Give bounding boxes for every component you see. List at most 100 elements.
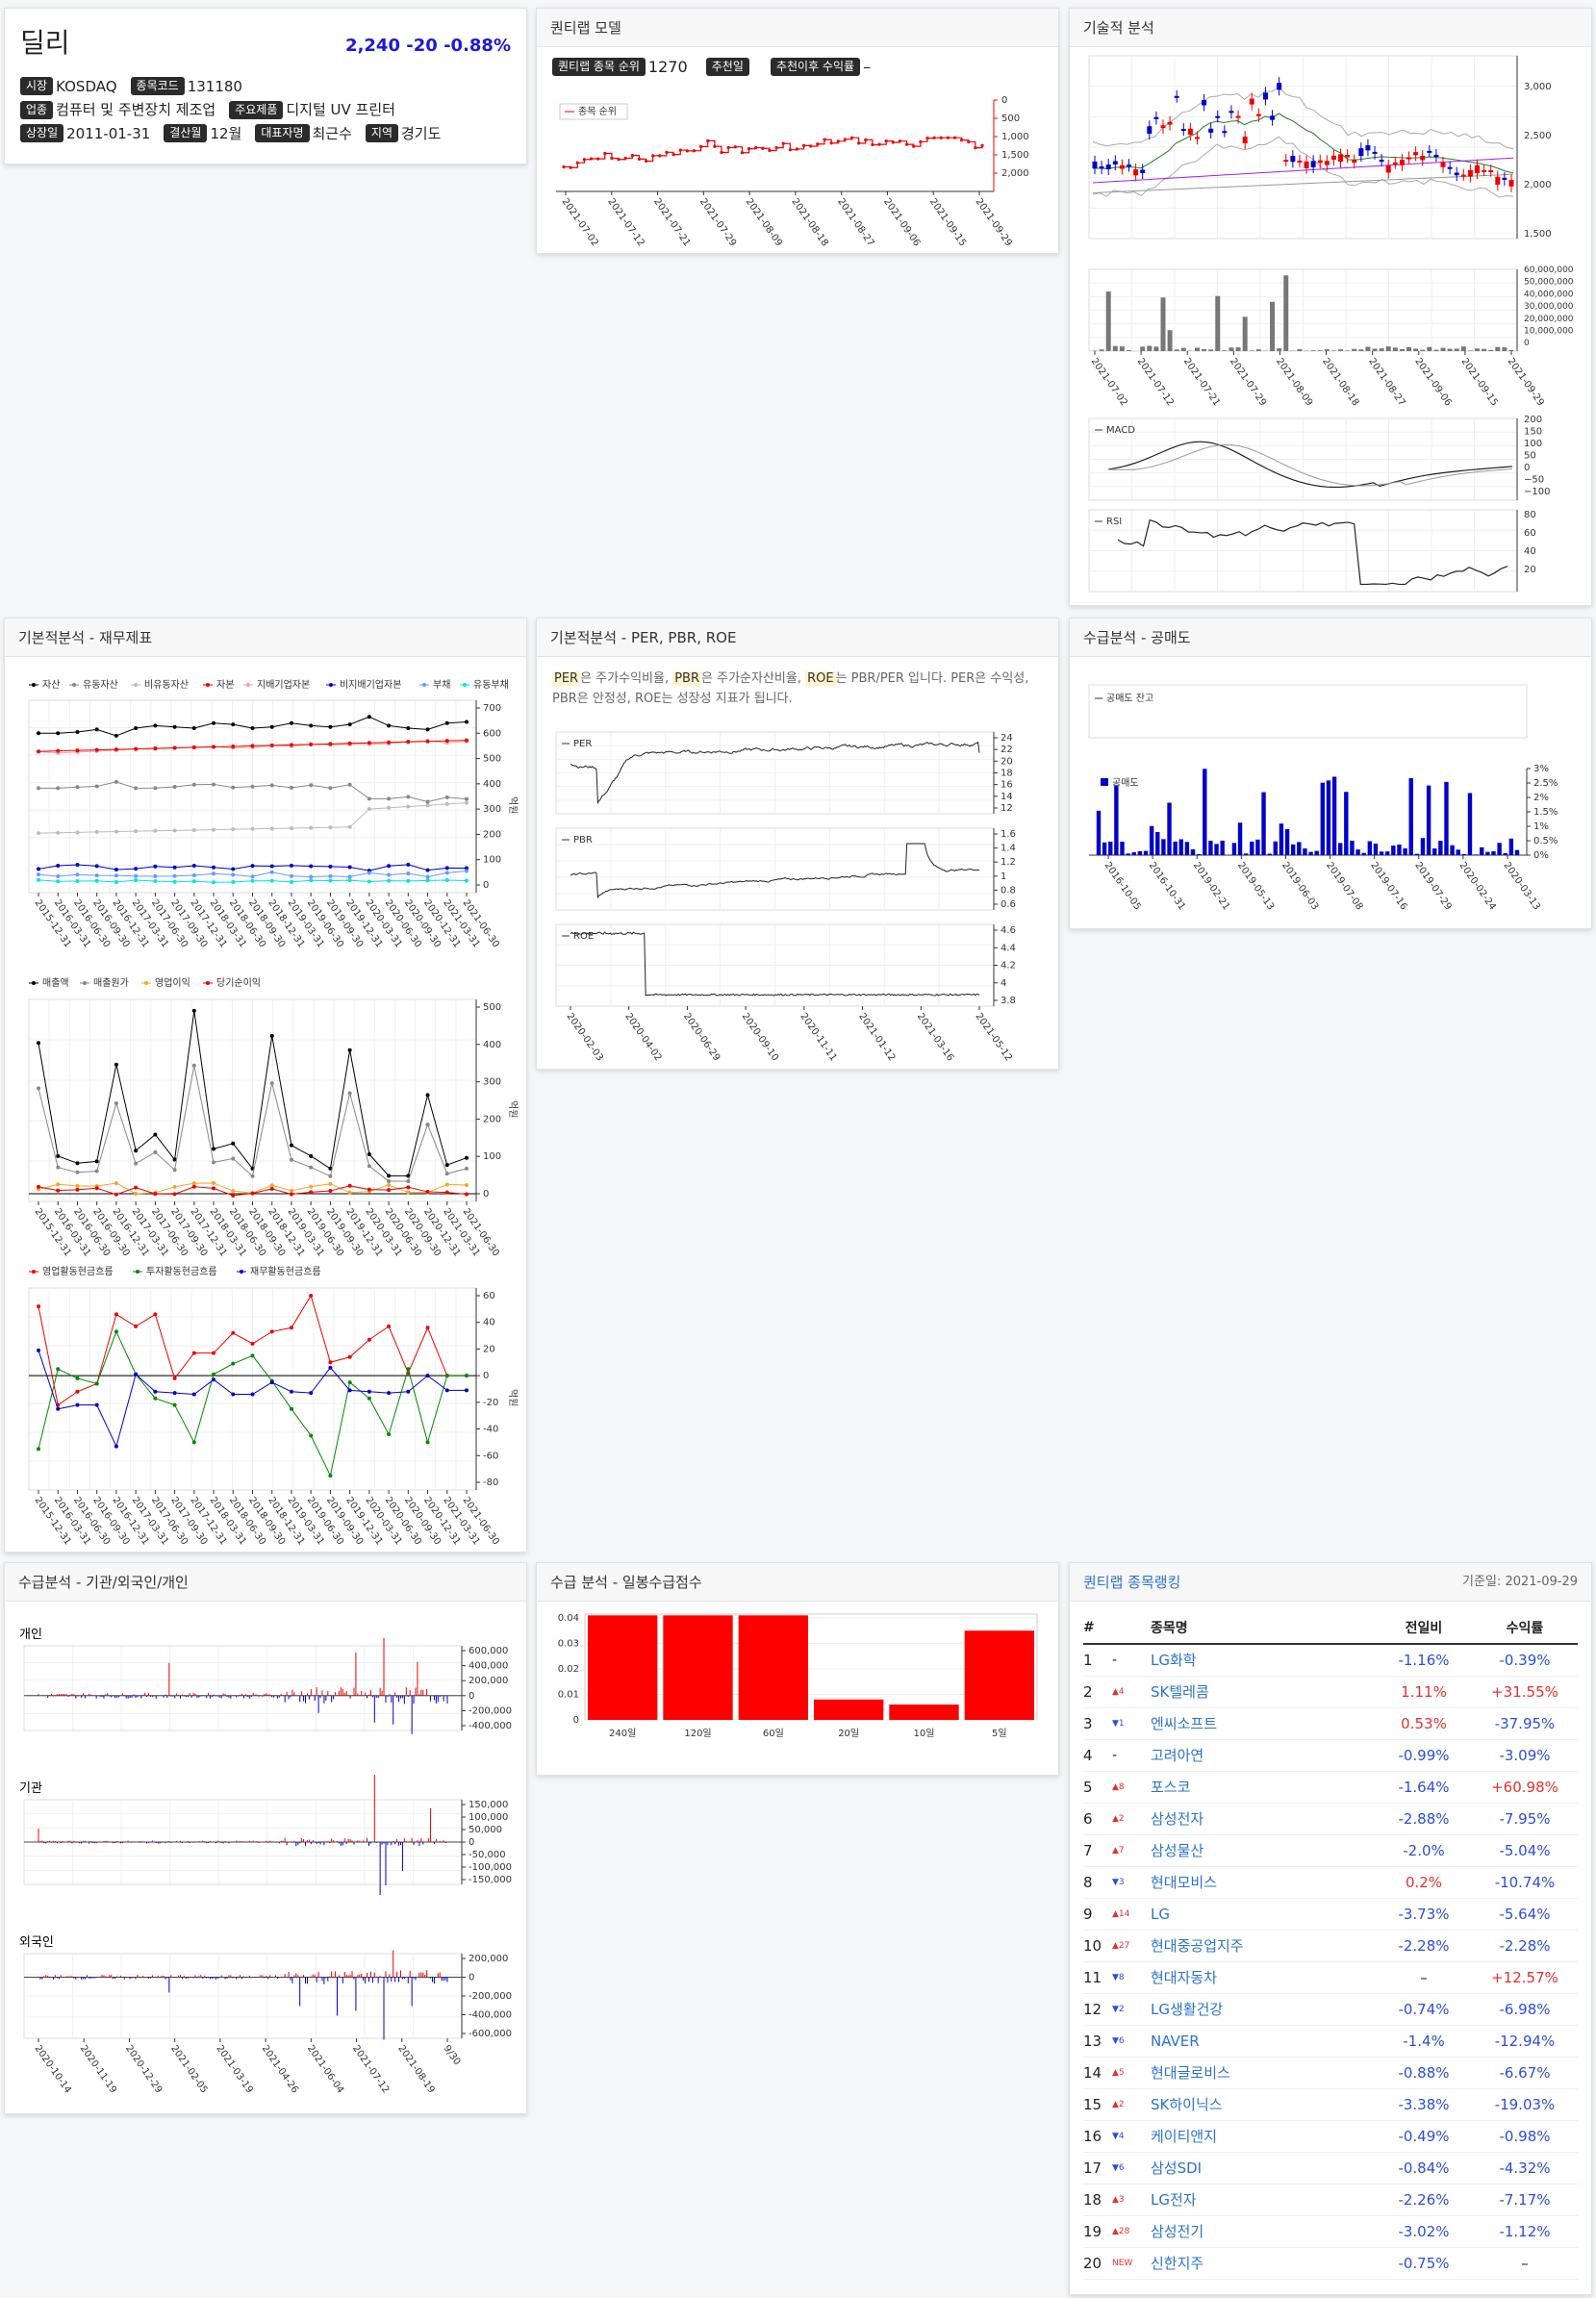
series-point [37,786,40,791]
y-tick-label: -200,000 [469,1991,512,2002]
legend-label: 비지배기업자본 [340,678,401,691]
y-tick-label: 150,000 [469,1800,508,1810]
y-tick-label: -80 [483,1477,498,1488]
stock-link[interactable]: NAVER [1151,2025,1376,2058]
series-point [289,1157,293,1162]
stock-link[interactable]: 삼성SDI [1151,2152,1376,2184]
table-row[interactable]: 5 ▲8 포스코 -1.64% +60.98% [1083,1771,1578,1804]
volume-bar [1235,347,1241,351]
rank-point [623,156,627,161]
series-point [56,748,61,753]
candle [1270,115,1276,120]
x-tick-label: 2021-08-27 [835,196,875,248]
stock-link[interactable]: 엔씨소프트 [1151,1707,1376,1740]
y-tick-label: 30,000,000 [1524,302,1574,312]
series-point [114,1062,118,1067]
stock-link[interactable]: 삼성전기 [1151,2215,1376,2248]
table-row[interactable]: 16 ▼4 케이티앤지 -0.49% -0.98% [1083,2120,1578,2153]
candle [1092,161,1098,169]
candle [1392,162,1398,164]
series-point [250,878,255,883]
volume-bar [1372,348,1378,351]
series-point [328,864,333,869]
table-row[interactable]: 9 ▲14 LG -3.73% -5.64% [1083,1898,1578,1931]
field-label: 상장일 [20,124,64,142]
short-bar [1367,841,1373,855]
rank-point [843,138,847,141]
table-row[interactable]: 10 ▲27 현대중공업지주 -2.28% -2.28% [1083,1930,1578,1962]
series-point [406,726,411,731]
stock-link[interactable]: 현대글로비스 [1151,2057,1376,2089]
x-tick-label: 2021-08-09 [744,196,784,248]
series-point [309,723,314,728]
stock-link[interactable]: LG화학 [1151,1644,1376,1677]
series-point [172,1157,177,1162]
series-point [425,799,430,804]
legend-label: 자산 [42,679,60,691]
stock-link[interactable]: LG전자 [1151,2184,1376,2216]
candle [1352,160,1357,164]
table-row[interactable]: 20 NEW 신한지주 -0.75% – [1083,2247,1578,2280]
stock-link[interactable]: 현대자동차 [1151,1961,1376,1994]
short-bar [1355,849,1360,855]
stock-link[interactable]: LG [1151,1898,1376,1931]
table-row[interactable]: 12 ▼2 LG생활건강 -0.74% -6.98% [1083,1993,1578,2026]
stock-link[interactable]: 고려아연 [1151,1739,1376,1772]
stock-link[interactable]: 현대모비스 [1151,1866,1376,1899]
stock-link[interactable]: SK텔레콤 [1151,1676,1376,1708]
candle [1317,160,1323,164]
rank-change: NEW [1112,2247,1151,2280]
series-point [309,1294,314,1298]
table-row[interactable]: 15 ▲2 SK하이닉스 -3.38% -19.03% [1083,2088,1578,2121]
series-point [269,1186,274,1191]
y-tick-label: 24 [1001,733,1013,744]
y-tick-label: -40 [483,1425,498,1435]
y-tick-label: -50,000 [469,1850,506,1860]
stock-link[interactable]: 케이티앤지 [1151,2120,1376,2153]
stock-link[interactable]: 현대중공업지주 [1151,1930,1376,1962]
series-point [37,1304,40,1309]
candle [1338,154,1344,163]
y-tick-label: 50,000 [469,1825,502,1835]
table-row[interactable]: 1- LG화학 -1.16% -0.39% [1083,1644,1578,1677]
legend-label: 비유동자산 [144,679,189,691]
stock-link[interactable]: LG생활건강 [1151,1993,1376,2026]
short-bar [1303,848,1307,855]
table-row[interactable]: 7 ▲7 삼성물산 -2.0% -5.04% [1083,1834,1578,1867]
series-point [37,1086,40,1091]
stock-link[interactable]: 삼성전자 [1151,1803,1376,1835]
table-row[interactable]: 2 ▲4 SK텔레콤 1.11% +31.55% [1083,1676,1578,1708]
rank-number: 8 [1083,1866,1112,1899]
table-row[interactable]: 8 ▼3 현대모비스 0.2% -10.74% [1083,1866,1578,1899]
stock-link[interactable]: 삼성물산 [1151,1834,1376,1867]
series-point [37,731,40,736]
stock-link[interactable]: SK하이닉스 [1151,2088,1376,2121]
table-row[interactable]: 6 ▲2 삼성전자 -2.88% -7.95% [1083,1803,1578,1835]
table-row[interactable]: 19 ▲28 삼성전기 -3.02% -1.12% [1083,2215,1578,2248]
table-row[interactable]: 17 ▼6 삼성SDI -0.84% -4.32% [1083,2152,1578,2184]
field-value: KOSDAQ [56,77,117,95]
return-rate: -37.95% [1472,1707,1578,1740]
x-tick-label: 2021-07-21 [1181,356,1222,408]
stock-link[interactable]: 신한지주 [1151,2247,1376,2280]
daily-change: 1.11% [1376,1676,1472,1708]
series-point [347,1380,352,1385]
rank-number: 19 [1083,2215,1112,2248]
table-row[interactable]: 13 ▼6 NAVER -1.4% -12.94% [1083,2025,1578,2058]
series-point [191,879,196,884]
series-point [231,867,236,871]
stock-link[interactable]: 포스코 [1151,1771,1376,1804]
series-point [444,720,449,725]
table-row[interactable]: 4- 고려아연 -0.99% -3.09% [1083,1739,1578,1772]
x-tick-label: 240일 [609,1728,636,1739]
y-tick-label: 60 [483,1291,495,1301]
table-row[interactable]: 11 ▼8 현대자동차 – +12.57% [1083,1961,1578,1994]
table-row[interactable]: 14 ▲5 현대글로비스 -0.88% -6.67% [1083,2057,1578,2089]
rank-point [761,146,765,150]
table-row[interactable]: 18 ▲3 LG전자 -2.26% -7.17% [1083,2184,1578,2216]
series-point [56,1188,61,1193]
table-row[interactable]: 3 ▼1 엔씨소프트 0.53% -37.95% [1083,1707,1578,1740]
y-tick-label: 1.2 [1001,857,1016,868]
column-header: 종목명 [1151,1611,1376,1645]
y-tick-label: 40 [483,1318,495,1328]
